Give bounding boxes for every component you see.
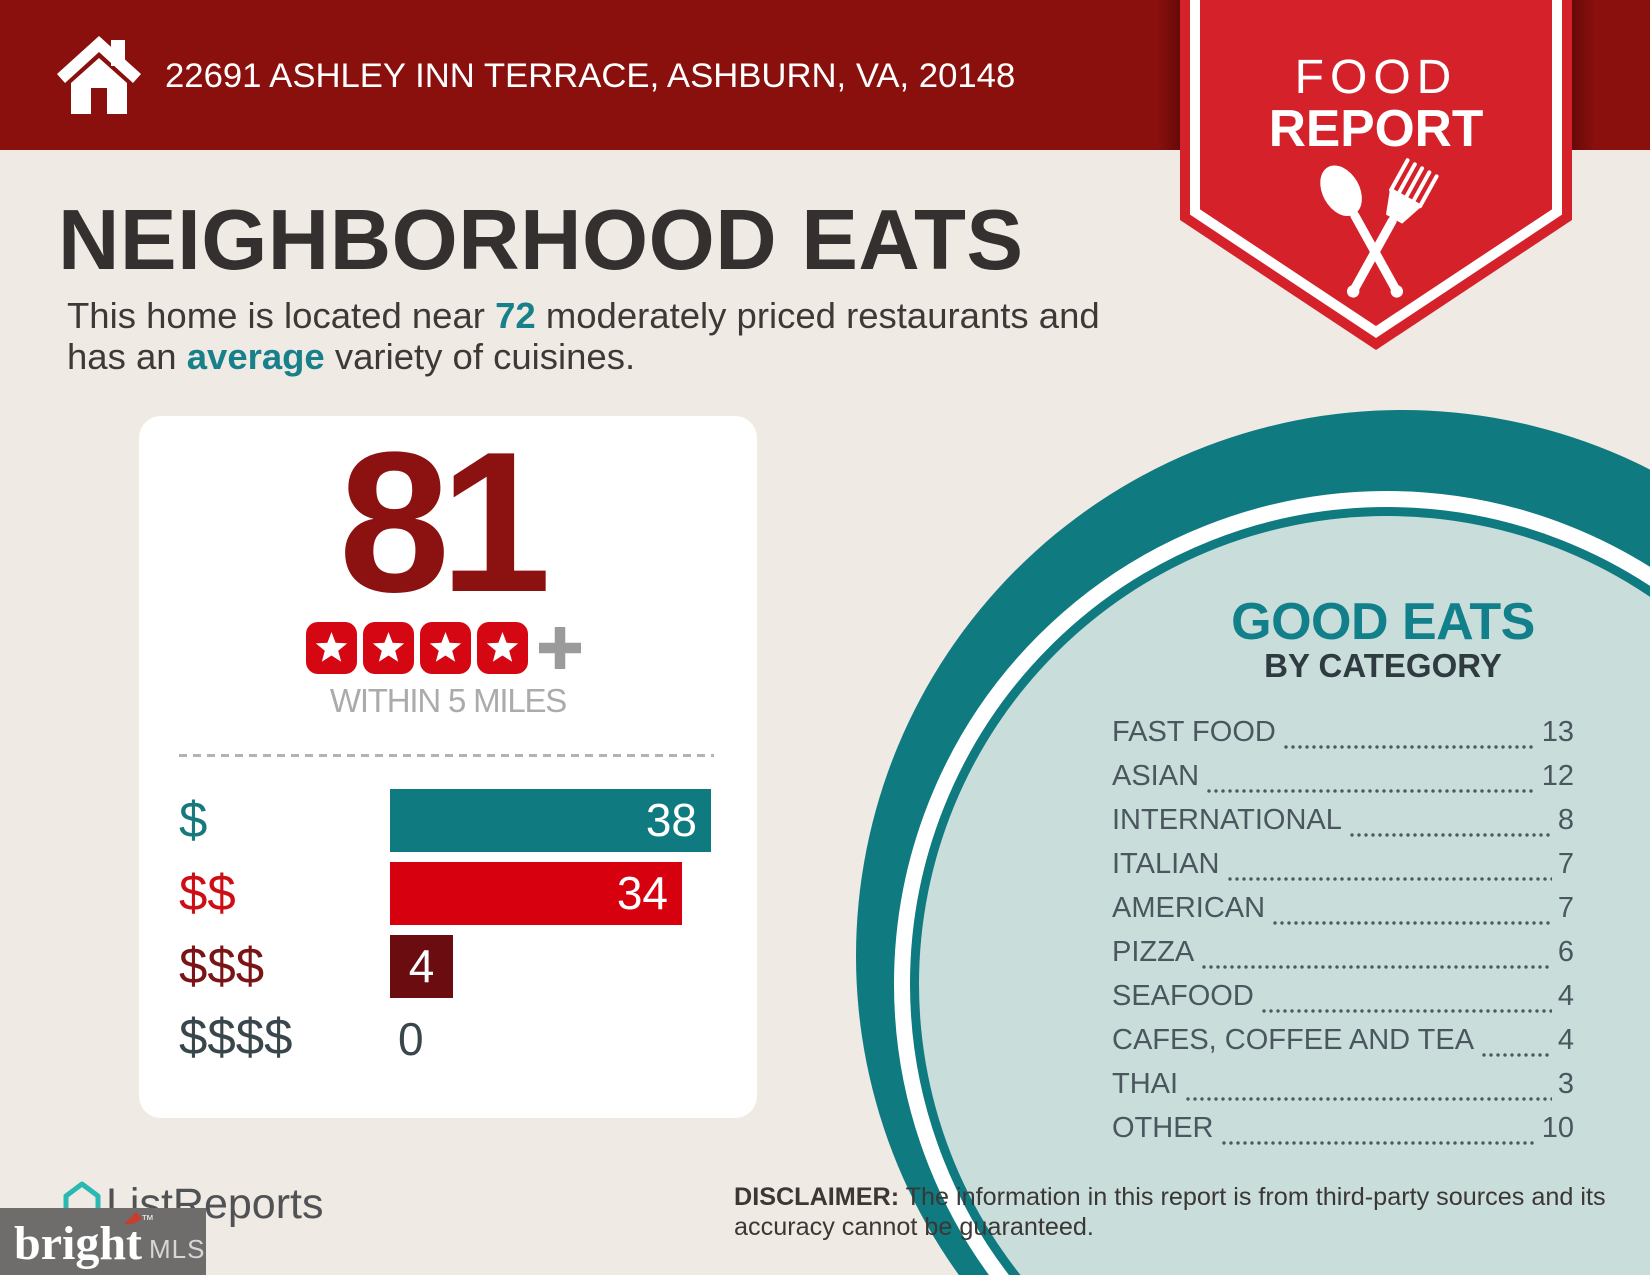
- svg-text:FOOD: FOOD: [1295, 51, 1458, 104]
- svg-text:REPORT: REPORT: [1269, 99, 1484, 157]
